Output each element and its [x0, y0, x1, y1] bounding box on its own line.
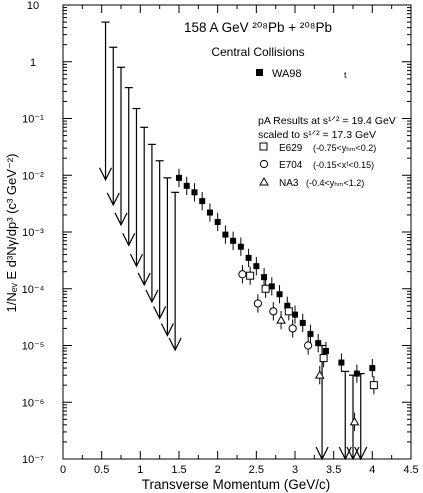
x-axis-label: Transverse Momentum (GeV/c) — [142, 477, 331, 492]
legend-label-wa98: WA98 — [272, 68, 302, 80]
upper-limit-arrowhead — [315, 446, 329, 461]
point-wa98 — [230, 237, 237, 244]
x-tick-label: 0.5 — [94, 464, 109, 476]
legend: WA98 t pA Results at s¹ᐟ² = 19.4 GeV sca… — [256, 68, 396, 189]
point-e704 — [288, 324, 297, 333]
x-tick-label: 2.5 — [249, 464, 264, 476]
point-wa98 — [338, 359, 345, 366]
point-e704 — [304, 341, 313, 350]
legend-label-na3: NA3 — [279, 178, 299, 189]
y-tick-label: 10⁻⁴ — [22, 284, 45, 296]
y-tick-label: 10⁻² — [22, 170, 44, 182]
upper-limit-arrowhead — [145, 289, 159, 304]
y-tick-label: 10⁻³ — [22, 227, 44, 239]
point-wa98 — [183, 182, 190, 189]
legend-range-e629: (-0.75<yₕₘ<0.2) — [313, 143, 376, 153]
y-tick-label: 10⁻⁵ — [22, 341, 45, 353]
point-wa98 — [191, 189, 198, 196]
point-wa98 — [237, 243, 244, 250]
point-wa98 — [276, 291, 283, 298]
point-wa98 — [322, 347, 329, 354]
legend-marker-na3 — [259, 176, 269, 186]
y-tick-label: 1 — [30, 57, 36, 69]
y-tick-label: 10⁻⁶ — [22, 397, 45, 409]
point-wa98 — [214, 219, 221, 226]
legend-label-e629: E629 — [279, 143, 303, 154]
legend-marker-wa98 — [256, 69, 263, 76]
point-e629 — [369, 381, 378, 390]
point-wa98 — [307, 330, 314, 337]
x-tick-label: 3.5 — [326, 464, 341, 476]
x-tick-label: 4.5 — [403, 464, 418, 476]
x-tick-label: 1.5 — [171, 464, 186, 476]
point-wa98 — [353, 370, 360, 377]
x-tick-label: 0 — [60, 464, 66, 476]
point-e704 — [269, 307, 278, 316]
upper-limit-arrowhead — [114, 212, 128, 227]
point-wa98 — [176, 174, 182, 181]
upper-limit-arrowhead — [129, 253, 144, 268]
point-wa98 — [315, 340, 322, 347]
y-tick-label: 10⁻¹ — [22, 114, 44, 126]
point-e629 — [284, 307, 293, 316]
legend-range-e704: (-0.15<xᶠ<0.15) — [313, 160, 374, 170]
data-marks — [98, 21, 378, 461]
legend-marker-e704 — [259, 159, 269, 169]
point-wa98 — [245, 254, 252, 261]
legend-note-2: scaled to s¹ᐟ² = 17.3 GeV — [258, 129, 376, 141]
point-e629 — [319, 354, 328, 363]
upper-limit-arrowhead — [168, 337, 182, 352]
point-wa98 — [369, 365, 376, 372]
upper-limit-arrowhead — [160, 323, 174, 337]
point-e704 — [253, 299, 262, 308]
point-e629 — [246, 271, 255, 280]
point-na3 — [276, 315, 286, 324]
legend-label-wa98-suffix: t — [344, 70, 347, 80]
point-wa98 — [222, 231, 229, 238]
point-wa98 — [261, 274, 268, 281]
point-na3 — [349, 416, 360, 426]
point-wa98 — [292, 311, 298, 318]
x-tick-label: 3 — [292, 464, 298, 476]
axes: 0 0.5 1 1.5 2 2.5 3 3.5 4 4.5 10 1 10⁻¹ 10⁻² 10⁻³ 10⁻⁴ 1… — [22, 0, 419, 476]
point-wa98 — [253, 263, 260, 270]
point-wa98 — [284, 302, 291, 309]
point-wa98 — [268, 283, 275, 290]
plot-frame — [62, 4, 412, 460]
upper-limit-arrowhead — [106, 192, 120, 207]
legend-marker-e629 — [259, 142, 268, 151]
y-tick-label: 10⁻⁷ — [22, 454, 44, 466]
point-e704 — [238, 270, 247, 279]
legend-note: pA Results at s¹ᐟ² = 19.4 GeV — [258, 115, 396, 127]
upper-limit-arrowhead — [98, 167, 113, 182]
x-tick-label: 4 — [369, 464, 375, 476]
legend-range-na3: (-0.4<yₕₘ<1.2) — [306, 178, 364, 188]
point-na3 — [314, 370, 325, 379]
point-wa98 — [199, 198, 206, 205]
upper-limit-arrowhead — [122, 233, 136, 247]
x-tick-label: 1 — [137, 464, 143, 476]
point-wa98 — [299, 319, 306, 326]
point-wa98 — [206, 209, 213, 216]
point-e629 — [261, 284, 270, 293]
upper-limit-arrowhead — [153, 306, 167, 320]
x-tick-label: 2 — [215, 464, 221, 476]
upper-limit-arrowhead — [137, 272, 151, 287]
chart-title: 158 A GeV ²⁰⁸Pb + ²⁰⁸Pb — [184, 20, 332, 35]
upper-limit-arrowhead — [354, 446, 368, 461]
y-tick-label: 10 — [27, 0, 39, 12]
chart-subtitle: Central Collisions — [211, 45, 304, 59]
legend-label-e704: E704 — [279, 160, 303, 171]
y-axis-label: 1/Nₑᵥ E d³Nγ/dp³ (c³ GeV⁻²) — [4, 154, 19, 313]
